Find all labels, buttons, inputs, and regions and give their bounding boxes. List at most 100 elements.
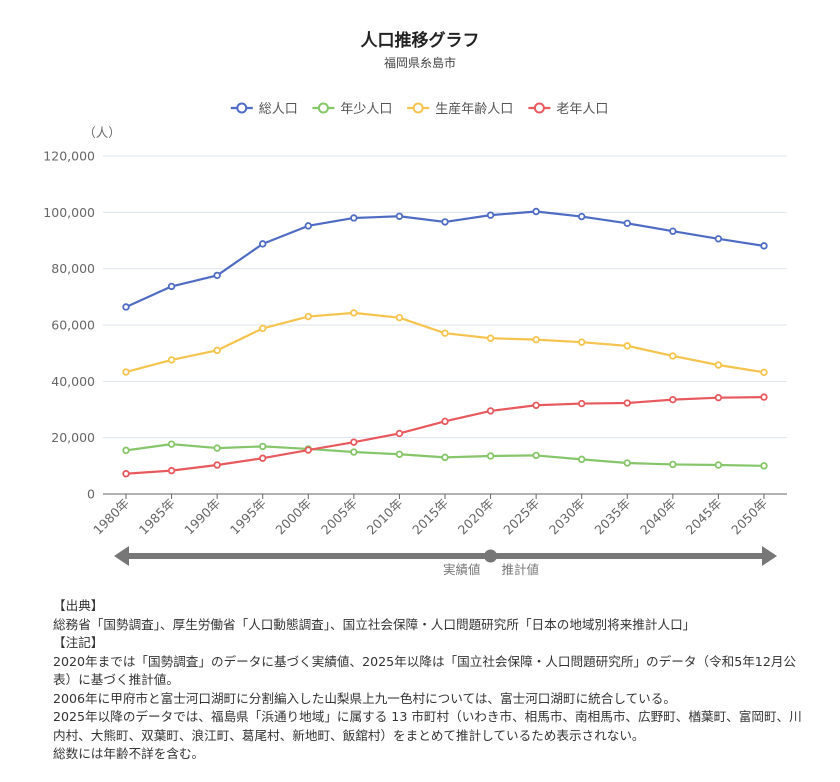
legend-marker-icon bbox=[533, 102, 545, 114]
y-tick-label: 40,000 bbox=[51, 374, 95, 389]
data-point bbox=[350, 438, 358, 446]
x-tick-label: 2040年 bbox=[637, 496, 679, 538]
x-tick-label: 2045年 bbox=[683, 496, 725, 538]
data-point bbox=[486, 211, 495, 219]
x-tick-label: 1995年 bbox=[227, 496, 269, 538]
data-point bbox=[167, 356, 176, 364]
x-tick-label: 2010年 bbox=[364, 496, 406, 538]
y-axis-unit-label: （人） bbox=[83, 125, 121, 140]
x-tick-label: 1990年 bbox=[181, 496, 223, 538]
data-point bbox=[122, 303, 130, 311]
data-point bbox=[669, 227, 677, 235]
source-heading: 【出典】 bbox=[53, 598, 104, 613]
data-point bbox=[350, 309, 358, 317]
x-axis: 1980年 1985年 1990年 1995年 2000年 2005年 2010年 2015年… bbox=[90, 493, 787, 538]
data-point bbox=[304, 222, 312, 230]
x-tick-label: 2025年 bbox=[500, 496, 542, 538]
x-tick-label: 2020年 bbox=[455, 496, 497, 538]
data-point bbox=[304, 312, 312, 321]
data-point bbox=[532, 207, 540, 216]
data-point bbox=[486, 407, 495, 415]
chart-title: 人口推移グラフ bbox=[361, 30, 480, 51]
x-tick-label: 2000年 bbox=[272, 496, 314, 538]
x-tick-label: 2050年 bbox=[728, 496, 770, 538]
x-tick-label: 2015年 bbox=[409, 496, 451, 538]
data-point bbox=[578, 212, 586, 221]
data-point bbox=[714, 361, 723, 369]
data-point bbox=[623, 459, 631, 467]
legend-marker-icon bbox=[236, 102, 248, 114]
data-point bbox=[350, 448, 358, 456]
x-tick-label: 2035年 bbox=[591, 496, 633, 538]
arrow-right-icon bbox=[762, 546, 777, 566]
data-point bbox=[532, 335, 540, 344]
data-point bbox=[578, 455, 586, 464]
data-point bbox=[441, 453, 449, 462]
legend-label: 総人口 bbox=[259, 102, 298, 117]
split-point-marker bbox=[484, 549, 498, 563]
series-line bbox=[125, 396, 764, 475]
data-point bbox=[441, 218, 449, 226]
data-point bbox=[441, 417, 449, 426]
legend-item: 老年人口 bbox=[528, 102, 608, 117]
arrow-left-icon bbox=[114, 546, 129, 566]
y-tick-label: 100,000 bbox=[43, 205, 95, 220]
data-point bbox=[259, 324, 267, 333]
data-point bbox=[395, 313, 404, 322]
data-point bbox=[259, 454, 267, 462]
data-point bbox=[623, 342, 631, 350]
y-tick-label: 0 bbox=[87, 487, 95, 502]
y-tick-label: 20,000 bbox=[51, 430, 95, 445]
legend-marker-icon bbox=[317, 102, 329, 114]
chart-subtitle: 福岡県糸島市 bbox=[384, 55, 456, 70]
series-line bbox=[125, 311, 765, 374]
legend-item: 生産年齢人口 bbox=[407, 101, 513, 117]
legend-label: 老年人口 bbox=[556, 102, 608, 117]
source-text: 総務省「国勢調査」、厚生労働省「人口動態調査」、国立社会保障・人口問題研究所「日… bbox=[53, 616, 696, 632]
data-point bbox=[669, 460, 677, 469]
data-point bbox=[167, 466, 176, 475]
notes-section: 【出典】 総務省「国勢調査」、厚生労働省「人口動態調査」、国立社会保障・人口問題… bbox=[53, 597, 813, 764]
series-老年人口 bbox=[122, 393, 768, 478]
data-point bbox=[213, 271, 221, 280]
data-point bbox=[122, 470, 130, 478]
data-point bbox=[395, 450, 404, 458]
data-point bbox=[760, 462, 768, 470]
x-tick-label: 1985年 bbox=[136, 496, 178, 538]
series-line bbox=[125, 210, 765, 308]
data-point bbox=[669, 395, 677, 404]
data-point bbox=[623, 219, 631, 228]
legend: 総人口 年少人口 生産年齢人口 老年人口 bbox=[230, 101, 608, 117]
note-line: 総数には年齢不詳を含む。 bbox=[53, 746, 205, 761]
data-point bbox=[441, 329, 449, 337]
data-point bbox=[486, 452, 495, 460]
data-point bbox=[350, 214, 358, 222]
population-chart: 人口推移グラフ 福岡県糸島市 総人口 年少人口 生産年齢人口 老年人口 （人） 0 20… bbox=[43, 30, 787, 577]
notes-heading: 【注記】 bbox=[53, 635, 104, 650]
data-point bbox=[578, 399, 586, 408]
y-tick-label: 120,000 bbox=[43, 149, 95, 164]
data-point bbox=[760, 242, 768, 250]
note-line: 2006年に甲府市と富士河口湖町に分割編入した山梨県上九一色村については、富士河… bbox=[53, 690, 676, 706]
legend-label: 生産年齢人口 bbox=[435, 101, 513, 117]
data-point bbox=[714, 235, 723, 243]
data-point bbox=[532, 451, 540, 460]
legend-label: 年少人口 bbox=[340, 102, 392, 117]
data-point bbox=[213, 444, 221, 452]
data-point bbox=[213, 461, 221, 469]
data-point bbox=[714, 393, 723, 402]
data-point bbox=[259, 240, 267, 248]
legend-item: 年少人口 bbox=[312, 102, 392, 117]
x-tick-label: 1980年 bbox=[90, 496, 132, 538]
data-point bbox=[532, 401, 540, 409]
y-axis-ticks: 0 20,000 40,000 60,000 80,000 100,000 120,000 bbox=[43, 149, 95, 502]
actual-values-label: 実績値 bbox=[443, 562, 481, 577]
actual-vs-projected-arrow: 実績値 推計値 bbox=[114, 546, 777, 577]
legend-item: 総人口 bbox=[230, 102, 298, 117]
data-point bbox=[623, 399, 631, 407]
data-point bbox=[167, 440, 176, 448]
series-年少人口 bbox=[122, 440, 768, 470]
gridlines bbox=[103, 155, 787, 439]
data-point bbox=[259, 442, 267, 451]
data-point bbox=[395, 212, 404, 220]
